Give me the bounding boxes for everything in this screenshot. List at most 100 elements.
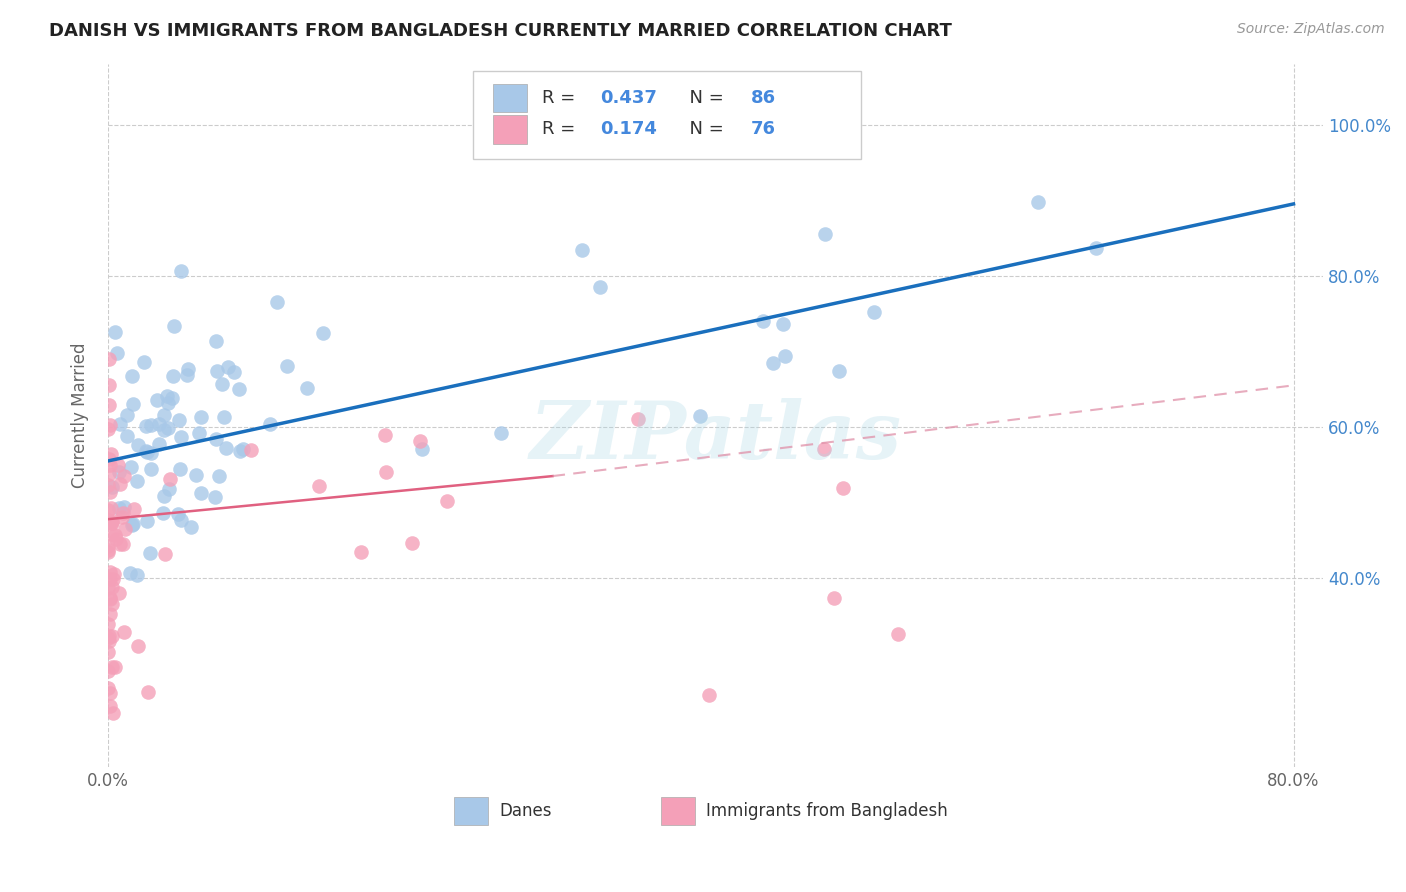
Point	[97, 629, 120, 643]
Point	[436, 494, 458, 508]
Point	[190, 410, 212, 425]
Point	[176, 368, 198, 383]
Point	[259, 417, 281, 432]
Point	[162, 319, 184, 334]
Point	[98, 591, 121, 606]
Point	[115, 409, 138, 423]
Point	[104, 527, 127, 541]
Text: Immigrants from Bangladesh: Immigrants from Bangladesh	[706, 802, 948, 820]
Point	[98, 572, 121, 586]
Point	[97, 664, 120, 678]
Point	[105, 533, 128, 547]
Point	[98, 607, 121, 621]
FancyBboxPatch shape	[472, 71, 862, 159]
Point	[97, 467, 120, 481]
Point	[276, 359, 298, 373]
Point	[101, 706, 124, 720]
Point	[188, 425, 211, 440]
Point	[121, 517, 143, 532]
Point	[167, 413, 190, 427]
Point	[100, 699, 122, 714]
Point	[828, 363, 851, 377]
Point	[627, 411, 650, 425]
Point	[107, 458, 129, 473]
Point	[401, 536, 423, 550]
Text: 0.437: 0.437	[600, 89, 657, 107]
Point	[697, 688, 720, 702]
Point	[114, 522, 136, 536]
Text: 86: 86	[751, 89, 776, 107]
Point	[863, 304, 886, 318]
Point	[772, 317, 794, 331]
Text: Danes: Danes	[499, 802, 551, 820]
Point	[97, 581, 120, 595]
Point	[211, 376, 233, 391]
Point	[108, 465, 131, 479]
Point	[101, 580, 124, 594]
Point	[111, 509, 134, 524]
Point	[177, 361, 200, 376]
Point	[122, 501, 145, 516]
Text: Source: ZipAtlas.com: Source: ZipAtlas.com	[1237, 22, 1385, 37]
Point	[266, 294, 288, 309]
Point	[588, 279, 610, 293]
Point	[156, 395, 179, 409]
Point	[127, 639, 149, 653]
Point	[295, 381, 318, 395]
FancyBboxPatch shape	[661, 797, 695, 825]
Point	[135, 514, 157, 528]
Point	[108, 500, 131, 515]
Point	[153, 409, 176, 423]
Point	[97, 513, 120, 527]
Point	[813, 442, 835, 456]
Point	[98, 592, 121, 607]
Point	[135, 418, 157, 433]
Text: R =: R =	[541, 120, 581, 138]
Point	[156, 389, 179, 403]
Point	[170, 430, 193, 444]
Point	[350, 545, 373, 559]
Point	[98, 634, 121, 648]
Point	[104, 660, 127, 674]
Point	[228, 443, 250, 458]
Point	[97, 503, 120, 517]
Point	[108, 536, 131, 550]
Point	[97, 617, 120, 632]
Point	[208, 469, 231, 483]
Point	[239, 443, 262, 458]
Point	[1085, 241, 1108, 255]
Point	[97, 352, 120, 367]
Point	[138, 685, 160, 699]
Point	[122, 517, 145, 532]
Point	[97, 513, 120, 527]
Point	[104, 325, 127, 339]
Point	[204, 432, 226, 446]
Point	[489, 426, 512, 441]
Point	[101, 660, 124, 674]
Point	[232, 442, 254, 456]
Point	[101, 527, 124, 541]
Point	[118, 566, 141, 581]
Point	[823, 591, 845, 605]
Point	[98, 686, 121, 700]
Point	[101, 515, 124, 529]
Point	[689, 409, 711, 423]
Point	[222, 365, 245, 379]
Point	[170, 264, 193, 278]
Text: N =: N =	[678, 120, 730, 138]
Point	[217, 360, 239, 375]
Point	[97, 545, 120, 559]
Point	[112, 537, 135, 551]
Point	[139, 546, 162, 560]
Point	[571, 243, 593, 257]
Point	[146, 392, 169, 407]
Point	[98, 458, 121, 472]
Point	[170, 513, 193, 527]
Point	[101, 629, 124, 643]
Point	[159, 472, 181, 486]
Point	[112, 506, 135, 520]
Point	[831, 481, 853, 495]
Point	[152, 507, 174, 521]
Point	[751, 314, 773, 328]
Point	[112, 469, 135, 483]
